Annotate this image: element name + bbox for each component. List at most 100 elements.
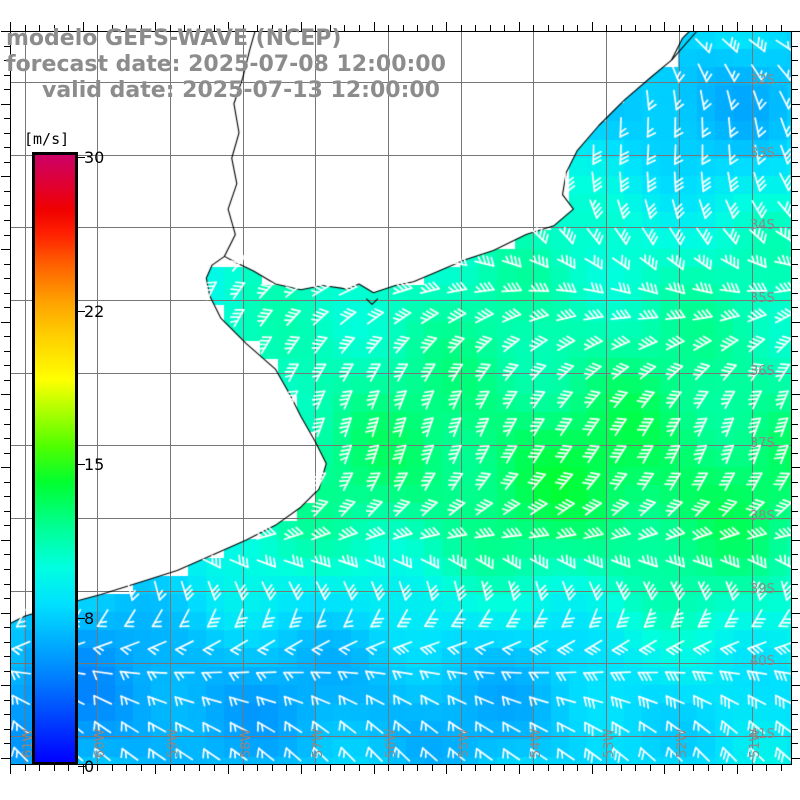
tick-left bbox=[1, 613, 10, 614]
lat-label-35S: 35S bbox=[750, 290, 775, 306]
tick-left bbox=[4, 671, 10, 672]
tick-right bbox=[792, 409, 798, 410]
tick-right bbox=[792, 235, 798, 236]
tick-right bbox=[792, 220, 798, 221]
tick-top bbox=[766, 25, 767, 31]
colorbar-label-15: 15 bbox=[84, 455, 105, 474]
tick-top bbox=[475, 25, 476, 31]
tick-left bbox=[4, 743, 10, 744]
tick-left bbox=[4, 365, 10, 366]
tick-right bbox=[792, 482, 798, 483]
tick-top bbox=[359, 25, 360, 31]
tick-bottom bbox=[504, 765, 505, 771]
colorbar-label-22: 22 bbox=[84, 302, 105, 321]
tick-bottom bbox=[272, 765, 273, 771]
tick-top bbox=[272, 25, 273, 31]
tick-right bbox=[792, 525, 798, 526]
tick-right bbox=[792, 685, 800, 686]
tick-left bbox=[4, 554, 10, 555]
tick-top bbox=[315, 25, 316, 31]
tick-left bbox=[1, 249, 10, 250]
tick-bottom bbox=[301, 765, 302, 774]
tick-top bbox=[752, 25, 753, 31]
colorbar-box bbox=[32, 152, 78, 765]
tick-top bbox=[199, 25, 200, 31]
tick-bottom bbox=[184, 765, 185, 771]
tick-top bbox=[184, 25, 185, 31]
tick-right bbox=[792, 627, 798, 628]
tick-right bbox=[792, 176, 800, 177]
tick-top bbox=[461, 25, 462, 31]
tick-left bbox=[1, 540, 10, 541]
tick-right bbox=[792, 118, 798, 119]
colorbar[interactable] bbox=[32, 152, 78, 765]
tick-top bbox=[664, 22, 665, 31]
tick-left bbox=[4, 511, 10, 512]
tick-left bbox=[4, 438, 10, 439]
tick-top bbox=[737, 22, 738, 31]
tick-left bbox=[4, 235, 10, 236]
tick-right bbox=[792, 205, 798, 206]
tick-bottom bbox=[446, 765, 447, 774]
tick-left bbox=[4, 293, 10, 294]
tick-left bbox=[4, 598, 10, 599]
tick-bottom bbox=[693, 765, 694, 771]
tick-right bbox=[792, 438, 798, 439]
tick-left bbox=[4, 496, 10, 497]
tick-right bbox=[792, 307, 798, 308]
lat-label-36S: 36S bbox=[750, 363, 775, 379]
tick-left bbox=[4, 409, 10, 410]
tick-left bbox=[1, 394, 10, 395]
tick-right bbox=[792, 293, 798, 294]
tick-right bbox=[792, 380, 798, 381]
tick-top bbox=[533, 25, 534, 31]
tick-right bbox=[792, 671, 798, 672]
tick-right bbox=[792, 467, 800, 468]
tick-left bbox=[4, 191, 10, 192]
tick-top bbox=[548, 25, 549, 31]
tick-left bbox=[1, 685, 10, 686]
tick-top bbox=[228, 22, 229, 31]
tick-top bbox=[97, 25, 98, 31]
title-line-model: modelo GEFS-WAVE (NCEP) bbox=[6, 26, 342, 51]
tick-right bbox=[792, 31, 800, 32]
title-line-forecast-date: forecast date: 2025-07-08 12:00:00 bbox=[6, 52, 446, 77]
tick-left bbox=[4, 307, 10, 308]
tick-left bbox=[4, 656, 10, 657]
tick-left bbox=[4, 278, 10, 279]
tick-bottom bbox=[592, 765, 593, 774]
tick-bottom bbox=[39, 765, 40, 771]
tick-bottom bbox=[359, 765, 360, 771]
tick-top bbox=[112, 25, 113, 31]
tick-bottom bbox=[374, 765, 375, 774]
tick-bottom bbox=[533, 765, 534, 771]
tick-left bbox=[4, 162, 10, 163]
colorbar-unit-label: [m/s] bbox=[24, 130, 70, 148]
tick-bottom bbox=[141, 765, 142, 771]
tick-left bbox=[4, 627, 10, 628]
tick-right bbox=[792, 394, 800, 395]
tick-left bbox=[4, 75, 10, 76]
tick-top bbox=[446, 22, 447, 31]
tick-left bbox=[4, 205, 10, 206]
tick-top bbox=[490, 25, 491, 31]
tick-top bbox=[83, 22, 84, 31]
tick-bottom bbox=[388, 765, 389, 771]
lat-label-37S: 37S bbox=[750, 436, 775, 452]
tick-bottom bbox=[10, 765, 11, 774]
tick-left bbox=[4, 351, 10, 352]
tick-bottom bbox=[606, 765, 607, 771]
tick-bottom bbox=[417, 765, 418, 771]
tick-left bbox=[4, 424, 10, 425]
tick-top bbox=[54, 25, 55, 31]
colorbar-tick bbox=[78, 618, 85, 619]
tick-right bbox=[792, 642, 798, 643]
tick-bottom bbox=[68, 765, 69, 771]
tick-right bbox=[792, 613, 800, 614]
tick-left bbox=[4, 147, 10, 148]
tick-top bbox=[417, 25, 418, 31]
tick-top bbox=[650, 25, 651, 31]
lon-label-53W: 53W bbox=[602, 728, 618, 758]
tick-bottom bbox=[621, 765, 622, 771]
tick-top bbox=[243, 25, 244, 31]
